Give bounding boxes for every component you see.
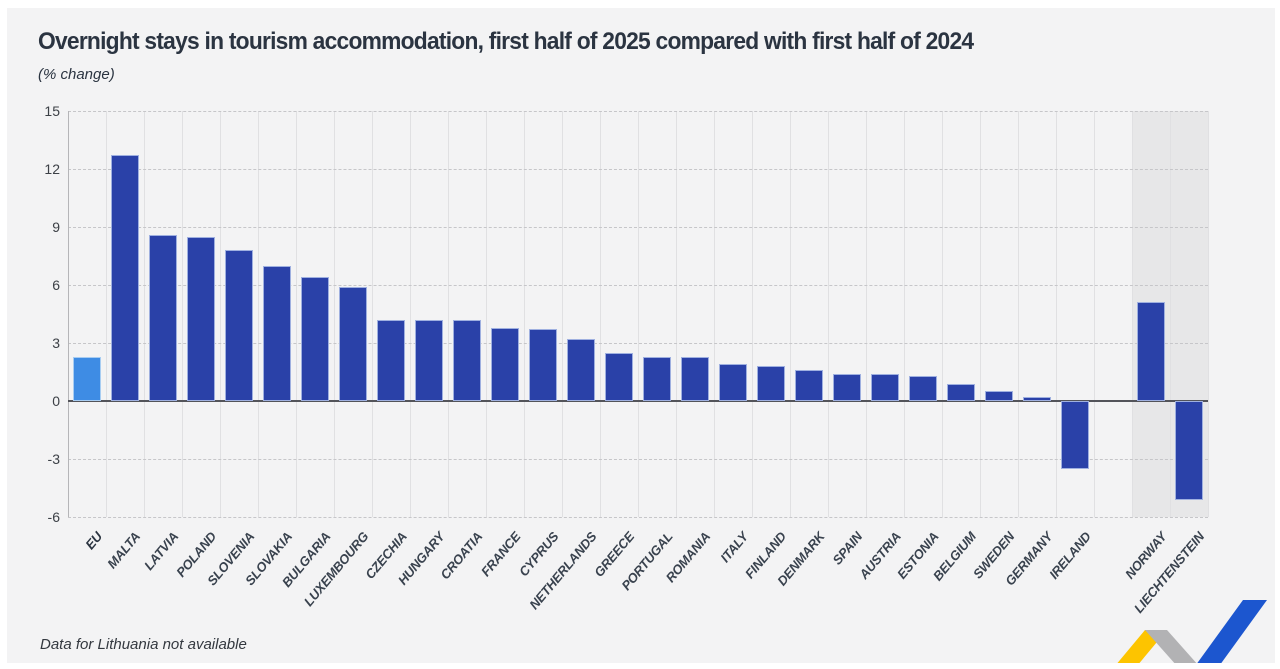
column-gridline	[714, 111, 715, 517]
column-gridline	[1208, 111, 1209, 517]
y-axis-tick-label: 9	[52, 219, 60, 235]
column-gridline	[980, 111, 981, 517]
column-gridline	[106, 111, 107, 517]
bar-austria	[871, 373, 899, 401]
bar-norway	[1137, 302, 1165, 401]
bar-cyprus	[529, 329, 557, 401]
gridline	[68, 111, 1208, 112]
bar-sweden	[985, 391, 1013, 401]
y-axis-tick-label: 3	[52, 335, 60, 351]
column-gridline	[410, 111, 411, 517]
column-gridline	[1018, 111, 1019, 517]
column-gridline	[638, 111, 639, 517]
bar-poland	[187, 236, 215, 401]
column-gridline	[448, 111, 449, 517]
plot-area: 15 12 9 6 3 0 -3 -6 EU MALTA LATVIA POLAND SLOVENIA S…	[44, 103, 1209, 616]
chart-panel: Overnight stays in tourism accommodation…	[7, 8, 1275, 663]
bar-romania	[681, 356, 709, 401]
bar-croatia	[453, 319, 481, 401]
column-gridline	[904, 111, 905, 517]
chart-subtitle: (% change)	[38, 66, 115, 83]
bar-spain	[833, 373, 861, 401]
column-gridline	[258, 111, 259, 517]
bar-ireland	[1061, 401, 1089, 469]
bar-estonia	[909, 375, 937, 401]
column-gridline	[372, 111, 373, 517]
bar-netherlands	[567, 339, 595, 401]
bar-denmark	[795, 370, 823, 401]
gridline	[68, 169, 1208, 170]
bar-luxembourg	[339, 286, 367, 401]
gridline	[68, 459, 1208, 460]
zero-baseline	[68, 400, 1208, 402]
column-gridline	[676, 111, 677, 517]
column-gridline	[1056, 111, 1057, 517]
bar-belgium	[947, 383, 975, 401]
bar-germany	[1023, 397, 1051, 401]
column-gridline	[828, 111, 829, 517]
column-gridline	[942, 111, 943, 517]
y-axis-tick-label: 12	[44, 161, 60, 177]
bar-czechia	[377, 319, 405, 401]
bar-greece	[605, 352, 633, 401]
bar-italy	[719, 364, 747, 401]
bar-latvia	[149, 234, 177, 401]
column-gridline	[220, 111, 221, 517]
gridline	[68, 343, 1208, 344]
column-gridline	[600, 111, 601, 517]
chart-title: Overnight stays in tourism accommodation…	[38, 28, 974, 55]
bar-malta	[111, 155, 139, 401]
y-axis-line	[68, 111, 69, 517]
gridline	[68, 227, 1208, 228]
bar-slovenia	[225, 250, 253, 401]
column-gridline	[334, 111, 335, 517]
column-gridline	[790, 111, 791, 517]
column-gridline	[562, 111, 563, 517]
bar-liechtenstein	[1175, 401, 1203, 500]
bar-finland	[757, 366, 785, 401]
bar-hungary	[415, 319, 443, 401]
column-gridline	[486, 111, 487, 517]
gridline	[68, 517, 1208, 518]
column-gridline	[182, 111, 183, 517]
y-axis-tick-label: 0	[52, 393, 60, 409]
y-axis-tick-label: -3	[47, 451, 60, 467]
y-axis-tick-label: -6	[47, 509, 60, 525]
column-gridline	[1170, 111, 1171, 517]
gridline	[68, 285, 1208, 286]
bar-eu	[73, 356, 101, 401]
column-gridline	[1132, 111, 1133, 517]
footnote: Data for Lithuania not available	[40, 636, 247, 653]
bar-portugal	[643, 356, 671, 401]
column-gridline	[866, 111, 867, 517]
y-axis-tick-label: 15	[44, 103, 60, 119]
column-gridline	[524, 111, 525, 517]
y-axis-tick-label: 6	[52, 277, 60, 293]
column-gridline	[296, 111, 297, 517]
bar-bulgaria	[301, 277, 329, 401]
bar-slovakia	[263, 265, 291, 401]
column-gridline	[752, 111, 753, 517]
column-gridline	[144, 111, 145, 517]
bar-france	[491, 327, 519, 401]
column-gridline	[1094, 111, 1095, 517]
